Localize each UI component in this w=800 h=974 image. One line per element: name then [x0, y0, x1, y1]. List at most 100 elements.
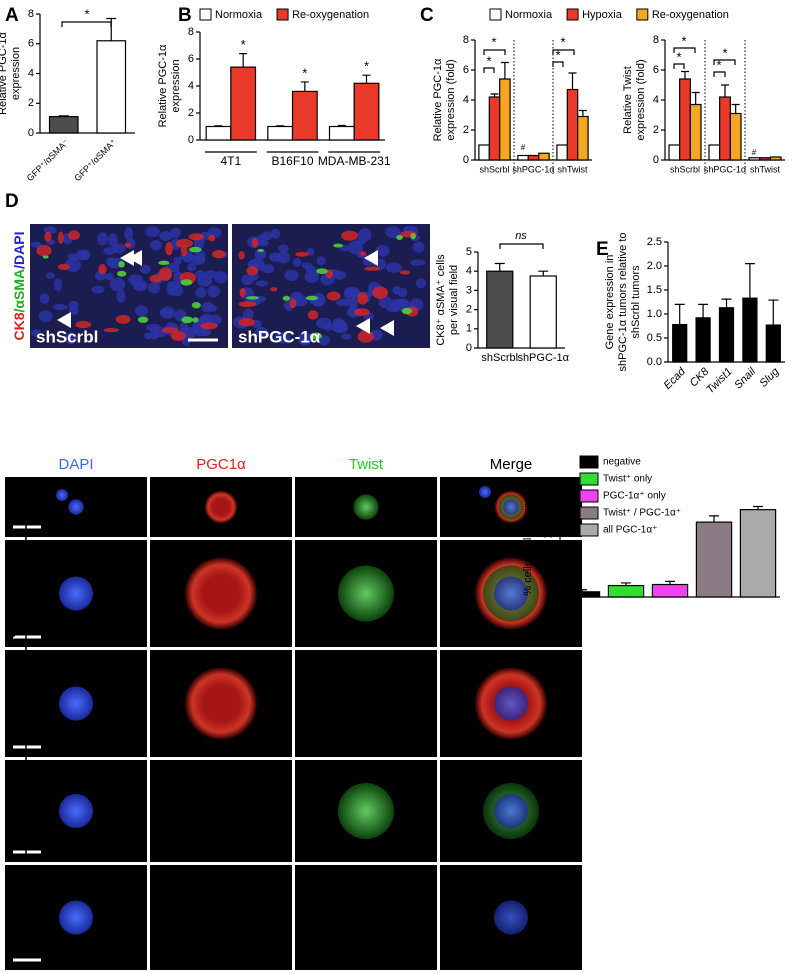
bar	[769, 156, 782, 161]
ck8-signal	[289, 298, 297, 309]
arrowhead	[364, 250, 378, 266]
bar	[328, 125, 355, 141]
x-tick-label: 4T1	[220, 154, 241, 168]
nucleus	[349, 296, 358, 311]
legend-swatch	[579, 489, 599, 503]
nucleus	[333, 270, 347, 280]
arrowhead	[57, 312, 71, 328]
significance: *	[560, 34, 565, 49]
error-bar	[494, 262, 505, 272]
arrowhead	[380, 320, 394, 336]
asma-signal	[401, 307, 413, 315]
ck8-signal	[57, 263, 70, 271]
bar	[517, 154, 529, 161]
x-tick-label: shScrbl	[479, 164, 509, 174]
ck8-signal	[180, 244, 188, 257]
nucleus	[134, 305, 149, 317]
significance: *	[681, 33, 686, 48]
nucleus	[494, 794, 528, 828]
ck8-signal	[115, 314, 131, 324]
ck8-signal	[44, 231, 52, 242]
ck8-signal	[208, 234, 216, 242]
y-tick-label: 20	[542, 570, 554, 582]
x-tick-label: Twist1	[704, 366, 734, 396]
nucleus	[415, 278, 426, 289]
significance-bracket	[499, 243, 544, 249]
x-tick-label: GFP⁺/αSMA⁺	[72, 137, 118, 183]
nucleus	[108, 262, 117, 269]
y-tick-label: 4	[653, 94, 659, 106]
panel-label: A	[5, 5, 19, 26]
y-axis-label: Relative PGC-1α	[432, 58, 444, 141]
y-tick-label: 0.5	[647, 332, 662, 344]
nucleus	[159, 231, 173, 241]
nucleus	[124, 226, 134, 241]
nucleus	[242, 308, 254, 321]
asma-signal	[191, 302, 201, 309]
panel-label: E	[596, 239, 609, 260]
nucleus	[52, 303, 68, 311]
error-bar	[721, 298, 732, 308]
y-tick-label: 3	[466, 284, 472, 296]
error-bar	[568, 72, 577, 90]
bar	[668, 144, 681, 161]
nucleus	[392, 285, 401, 295]
column-header: Merge	[490, 456, 533, 473]
y-tick-label: 6	[653, 64, 659, 76]
y-tick-label: 0	[466, 342, 472, 354]
y-tick-label: 8	[28, 8, 34, 20]
ck8-signal	[188, 233, 204, 241]
nucleus	[274, 331, 291, 344]
nucleus	[59, 576, 93, 611]
significance-bracket	[61, 21, 112, 27]
y-tick-label: 100	[536, 487, 554, 499]
nucleus	[195, 269, 206, 280]
bar	[566, 88, 579, 161]
nucleus	[103, 247, 116, 255]
y-tick-label: 2	[28, 97, 34, 109]
bar	[729, 112, 742, 161]
bar	[718, 307, 735, 363]
nucleus	[173, 256, 182, 265]
error-bar	[753, 505, 763, 510]
asma-signal	[137, 316, 149, 323]
y-tick-label: 2	[188, 107, 194, 119]
x-tick-label: shTwist	[557, 164, 588, 174]
legend-label: Twist⁺ / PGC-1α⁺	[603, 508, 681, 519]
nucleus	[160, 308, 174, 316]
asma-signal	[305, 295, 319, 301]
ck8-signal	[75, 321, 92, 329]
asma-signal	[333, 243, 343, 248]
asma-signal	[410, 232, 416, 240]
error-bar	[214, 125, 223, 127]
y-tick-label: 0.0	[647, 356, 662, 368]
ck8-signal	[36, 244, 52, 257]
arrowhead	[128, 250, 142, 266]
error-bar	[691, 91, 700, 105]
error-bar	[300, 81, 309, 92]
ck8-signal	[357, 292, 369, 305]
bar	[230, 66, 257, 141]
significance-bracket	[483, 49, 506, 55]
legend-label: PGC-1α⁺ only	[603, 491, 666, 502]
y-tick-label: 40	[542, 549, 554, 561]
ck8-signal	[98, 264, 107, 275]
bar	[478, 144, 490, 161]
legend-label: Normoxia	[215, 9, 263, 21]
bar	[748, 157, 761, 161]
ck8-signal	[341, 230, 358, 241]
asma-signal	[116, 270, 127, 277]
micrograph	[150, 865, 292, 970]
significance-bracket	[552, 61, 564, 67]
nucleus	[170, 227, 181, 239]
nucleus	[254, 326, 269, 339]
x-tick-label: Snail	[732, 365, 758, 391]
asma-signal	[42, 255, 49, 259]
y-axis-label: shScrbl tumors	[630, 265, 642, 339]
arrowhead	[120, 250, 134, 266]
column-header: Twist	[349, 456, 384, 473]
significance: *	[486, 53, 491, 68]
nucleus	[386, 306, 401, 313]
ck8-signal	[165, 241, 173, 256]
asma-signal	[309, 332, 323, 340]
